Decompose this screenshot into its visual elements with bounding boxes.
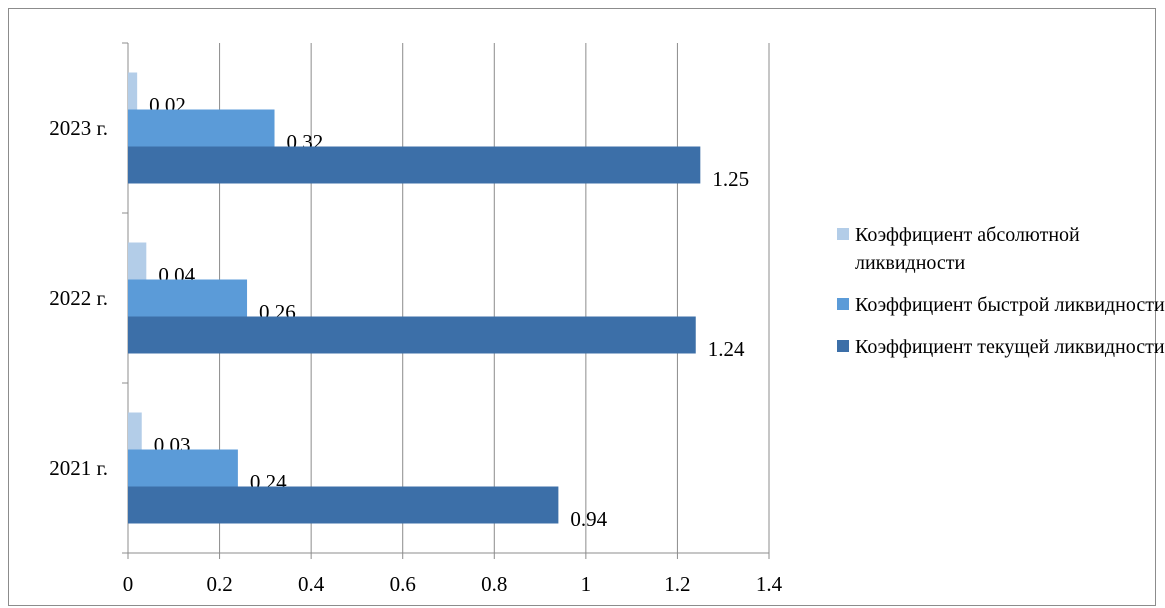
legend: Коэффициент абсолютной ликвидности Коэфф… — [837, 221, 1165, 375]
bar — [128, 242, 147, 280]
category-label: 2023 г. — [49, 116, 108, 140]
x-tick-label: 0.6 — [390, 572, 416, 596]
legend-label-current: Коэффициент текущей ликвидности — [855, 336, 1165, 358]
data-label: 0.94 — [570, 507, 607, 531]
x-tick-label: 0.4 — [298, 572, 325, 596]
legend-swatch-current — [837, 340, 849, 352]
legend-item-absolute: Коэффициент абсолютной ликвидности — [837, 221, 1165, 277]
legend-item-current: Коэффициент текущей ликвидности — [837, 333, 1165, 361]
bar — [128, 316, 696, 354]
x-tick-label: 0 — [123, 572, 134, 596]
category-label: 2022 г. — [49, 286, 108, 310]
legend-item-quick: Коэффициент быстрой ликвидности — [837, 291, 1165, 319]
bar — [128, 449, 238, 487]
bar — [128, 109, 275, 147]
legend-swatch-quick — [837, 298, 849, 310]
x-tick-label: 1 — [581, 572, 592, 596]
bar — [128, 412, 142, 450]
x-tick-label: 1.4 — [756, 572, 783, 596]
chart-frame: 0 0.2 0.4 0.6 0.8 1 1.2 1.4 2021 г. 0.03 0.24 0.94 2… — [8, 8, 1165, 606]
legend-label-absolute: Коэффициент абсолютной ликвидности — [855, 224, 1080, 274]
legend-swatch-absolute — [837, 228, 849, 240]
bar — [128, 486, 559, 524]
category-label: 2021 г. — [49, 456, 108, 480]
bar — [128, 72, 138, 110]
bar — [128, 146, 701, 184]
legend-label-quick: Коэффициент быстрой ликвидности — [855, 294, 1165, 316]
data-label: 1.24 — [708, 337, 745, 361]
x-tick-label: 0.2 — [206, 572, 232, 596]
x-tick-label: 1.2 — [664, 572, 690, 596]
x-tick-label: 0.8 — [481, 572, 507, 596]
data-label: 1.25 — [712, 167, 749, 191]
bar — [128, 279, 248, 317]
